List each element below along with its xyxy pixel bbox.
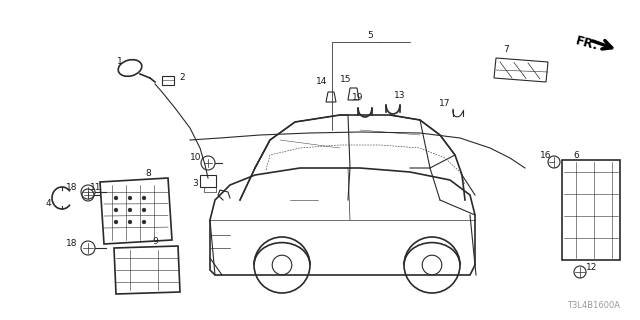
- Text: 7: 7: [503, 45, 509, 54]
- Text: 15: 15: [340, 76, 352, 84]
- Circle shape: [128, 208, 132, 212]
- Circle shape: [114, 220, 118, 224]
- Text: 12: 12: [586, 262, 598, 271]
- Text: 11: 11: [90, 183, 102, 193]
- Circle shape: [142, 208, 146, 212]
- Circle shape: [128, 196, 132, 200]
- Circle shape: [128, 220, 132, 224]
- Text: 8: 8: [145, 169, 151, 178]
- Text: 18: 18: [67, 239, 77, 249]
- Text: 17: 17: [439, 100, 451, 108]
- Text: T3L4B1600A: T3L4B1600A: [567, 301, 620, 310]
- Text: 13: 13: [394, 91, 406, 100]
- Circle shape: [142, 196, 146, 200]
- Text: 1: 1: [117, 57, 123, 66]
- Text: 10: 10: [190, 153, 202, 162]
- Text: 5: 5: [367, 30, 373, 39]
- Text: 2: 2: [179, 74, 185, 83]
- Text: 3: 3: [192, 180, 198, 188]
- Circle shape: [142, 220, 146, 224]
- Text: 19: 19: [352, 92, 364, 101]
- Text: 6: 6: [573, 150, 579, 159]
- Text: 4: 4: [45, 199, 51, 209]
- Text: 16: 16: [540, 150, 552, 159]
- Text: FR.: FR.: [574, 35, 600, 53]
- Text: 9: 9: [152, 237, 158, 246]
- Circle shape: [114, 196, 118, 200]
- Text: 18: 18: [67, 183, 77, 193]
- Circle shape: [114, 208, 118, 212]
- Text: 14: 14: [316, 77, 328, 86]
